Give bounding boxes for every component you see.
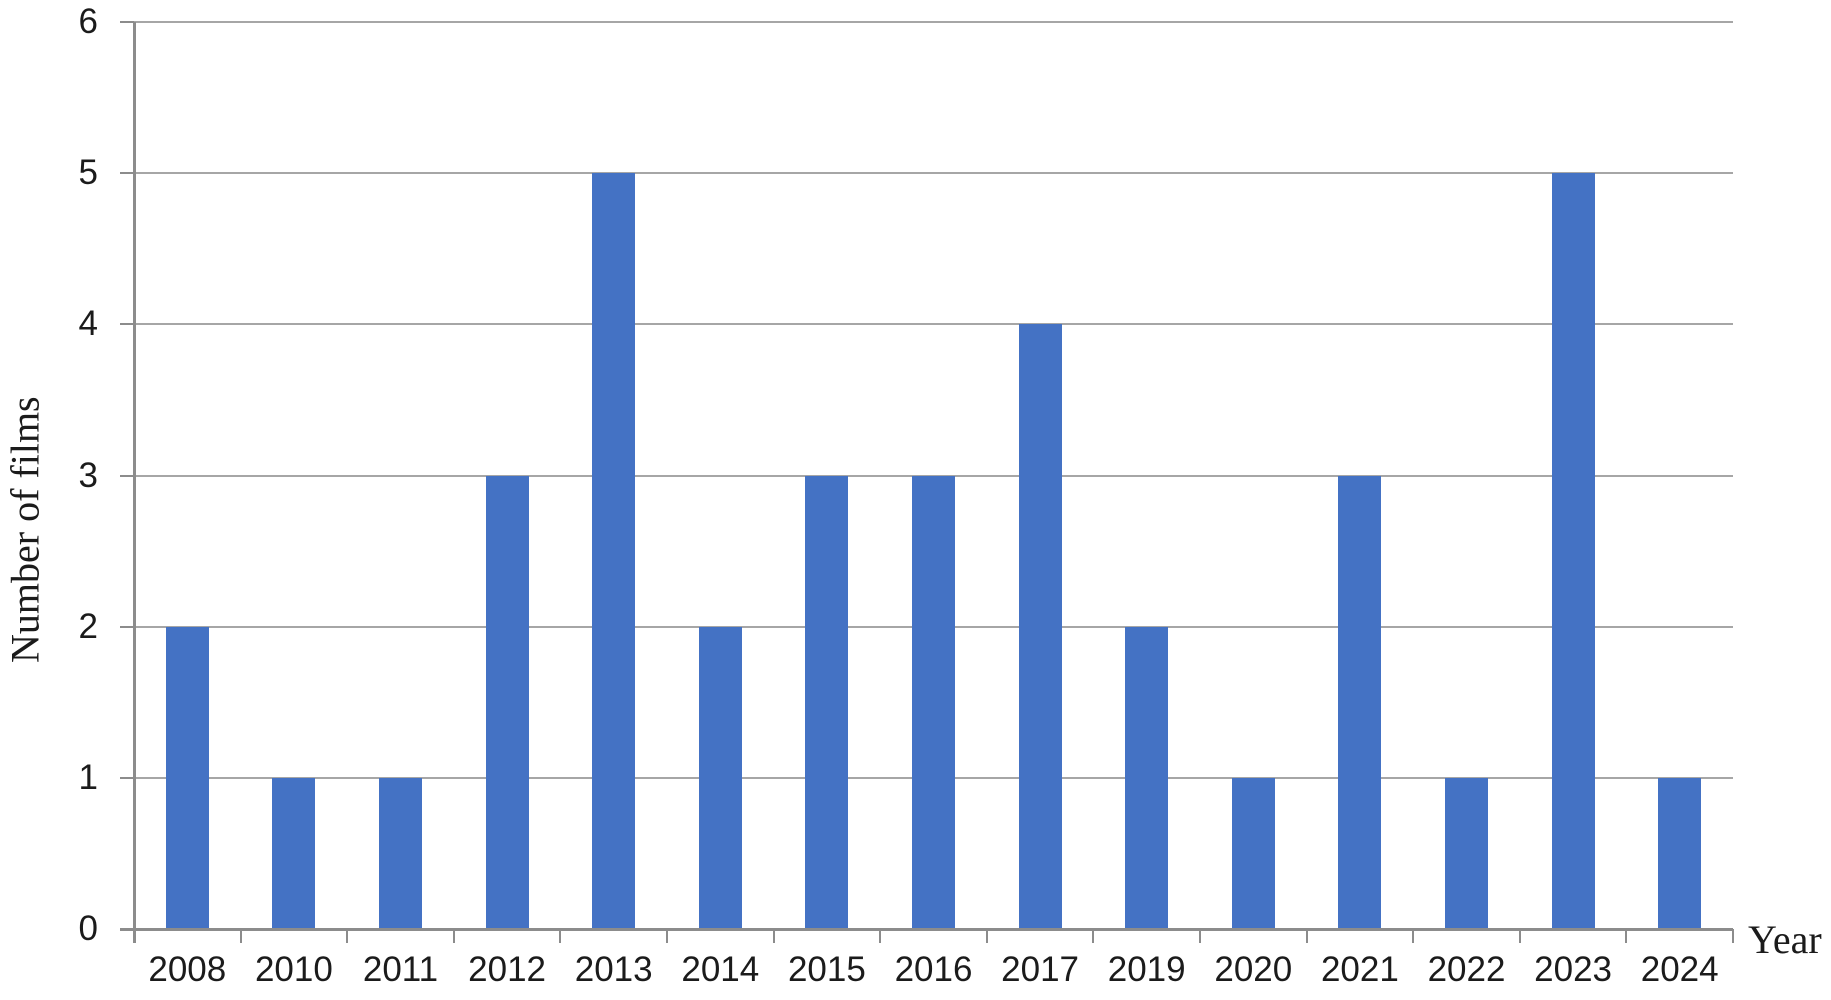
x-axis-title: Year — [1748, 917, 1822, 962]
bar-2021 — [1338, 475, 1382, 929]
x-tick-label-2020: 2020 — [1214, 950, 1293, 989]
y-tick-label-5: 5 — [78, 153, 98, 193]
y-axis-line — [133, 22, 136, 943]
y-tick-label-2: 2 — [78, 606, 98, 646]
bar-2015 — [805, 475, 849, 929]
gridline-y-6 — [134, 21, 1733, 23]
bar-2008 — [165, 626, 209, 929]
bar-2013 — [592, 173, 636, 929]
x-tick-label-2015: 2015 — [787, 950, 866, 989]
x-tick-label-2016: 2016 — [894, 950, 973, 989]
bar-2019 — [1125, 626, 1169, 929]
x-tick-label-2022: 2022 — [1427, 950, 1506, 989]
x-tick-6 — [772, 929, 775, 943]
gridline-y-4 — [134, 323, 1733, 326]
bar-2017 — [1018, 324, 1062, 929]
x-tick-label-2021: 2021 — [1320, 950, 1399, 989]
x-tick-label-2013: 2013 — [574, 950, 653, 989]
y-tick-label-0: 0 — [78, 909, 98, 948]
x-tick-label-2017: 2017 — [1001, 950, 1080, 989]
x-tick-label-2012: 2012 — [468, 950, 547, 989]
x-tick-label-2019: 2019 — [1107, 950, 1186, 989]
y-tick-label-4: 4 — [78, 304, 98, 344]
x-tick-label-2014: 2014 — [681, 950, 760, 989]
y-tick-3 — [120, 474, 134, 477]
bar-2016 — [912, 475, 955, 929]
x-tick-15 — [1732, 929, 1734, 943]
y-tick-1 — [120, 776, 134, 779]
x-tick-4 — [559, 929, 562, 943]
bar-2023 — [1551, 173, 1595, 929]
x-tick-label-2024: 2024 — [1640, 950, 1719, 989]
x-tick-1 — [239, 929, 242, 943]
bar-2011 — [379, 777, 422, 929]
y-tick-6 — [120, 21, 134, 23]
bar-2022 — [1445, 777, 1488, 929]
x-tick-3 — [452, 929, 455, 943]
bar-2012 — [485, 475, 529, 929]
y-tick-4 — [120, 323, 134, 326]
x-tick-11 — [1305, 929, 1308, 943]
gridline-y-5 — [134, 172, 1733, 175]
x-tick-12 — [1412, 929, 1415, 943]
x-tick-13 — [1518, 929, 1521, 943]
x-tick-2 — [346, 929, 349, 943]
x-tick-label-2010: 2010 — [254, 950, 333, 989]
y-tick-label-6: 6 — [78, 2, 98, 41]
y-tick-label-3: 3 — [78, 455, 98, 495]
x-tick-8 — [985, 929, 988, 943]
x-tick-label-2008: 2008 — [148, 950, 227, 989]
bar-2010 — [272, 777, 316, 929]
x-tick-5 — [666, 929, 668, 943]
y-axis-title: Number of films — [2, 396, 48, 664]
y-tick-2 — [120, 625, 134, 628]
x-tick-label-2011: 2011 — [362, 950, 439, 989]
bar-2014 — [698, 626, 742, 929]
bar-2024 — [1658, 777, 1702, 929]
x-tick-label-2023: 2023 — [1534, 950, 1613, 989]
x-tick-14 — [1625, 929, 1628, 943]
y-tick-label-1: 1 — [78, 757, 98, 797]
y-tick-5 — [120, 172, 134, 175]
x-tick-9 — [1092, 929, 1095, 943]
bar-2020 — [1231, 777, 1275, 929]
x-axis-line — [120, 928, 1733, 931]
x-tick-10 — [1199, 929, 1201, 943]
x-tick-7 — [879, 929, 882, 943]
